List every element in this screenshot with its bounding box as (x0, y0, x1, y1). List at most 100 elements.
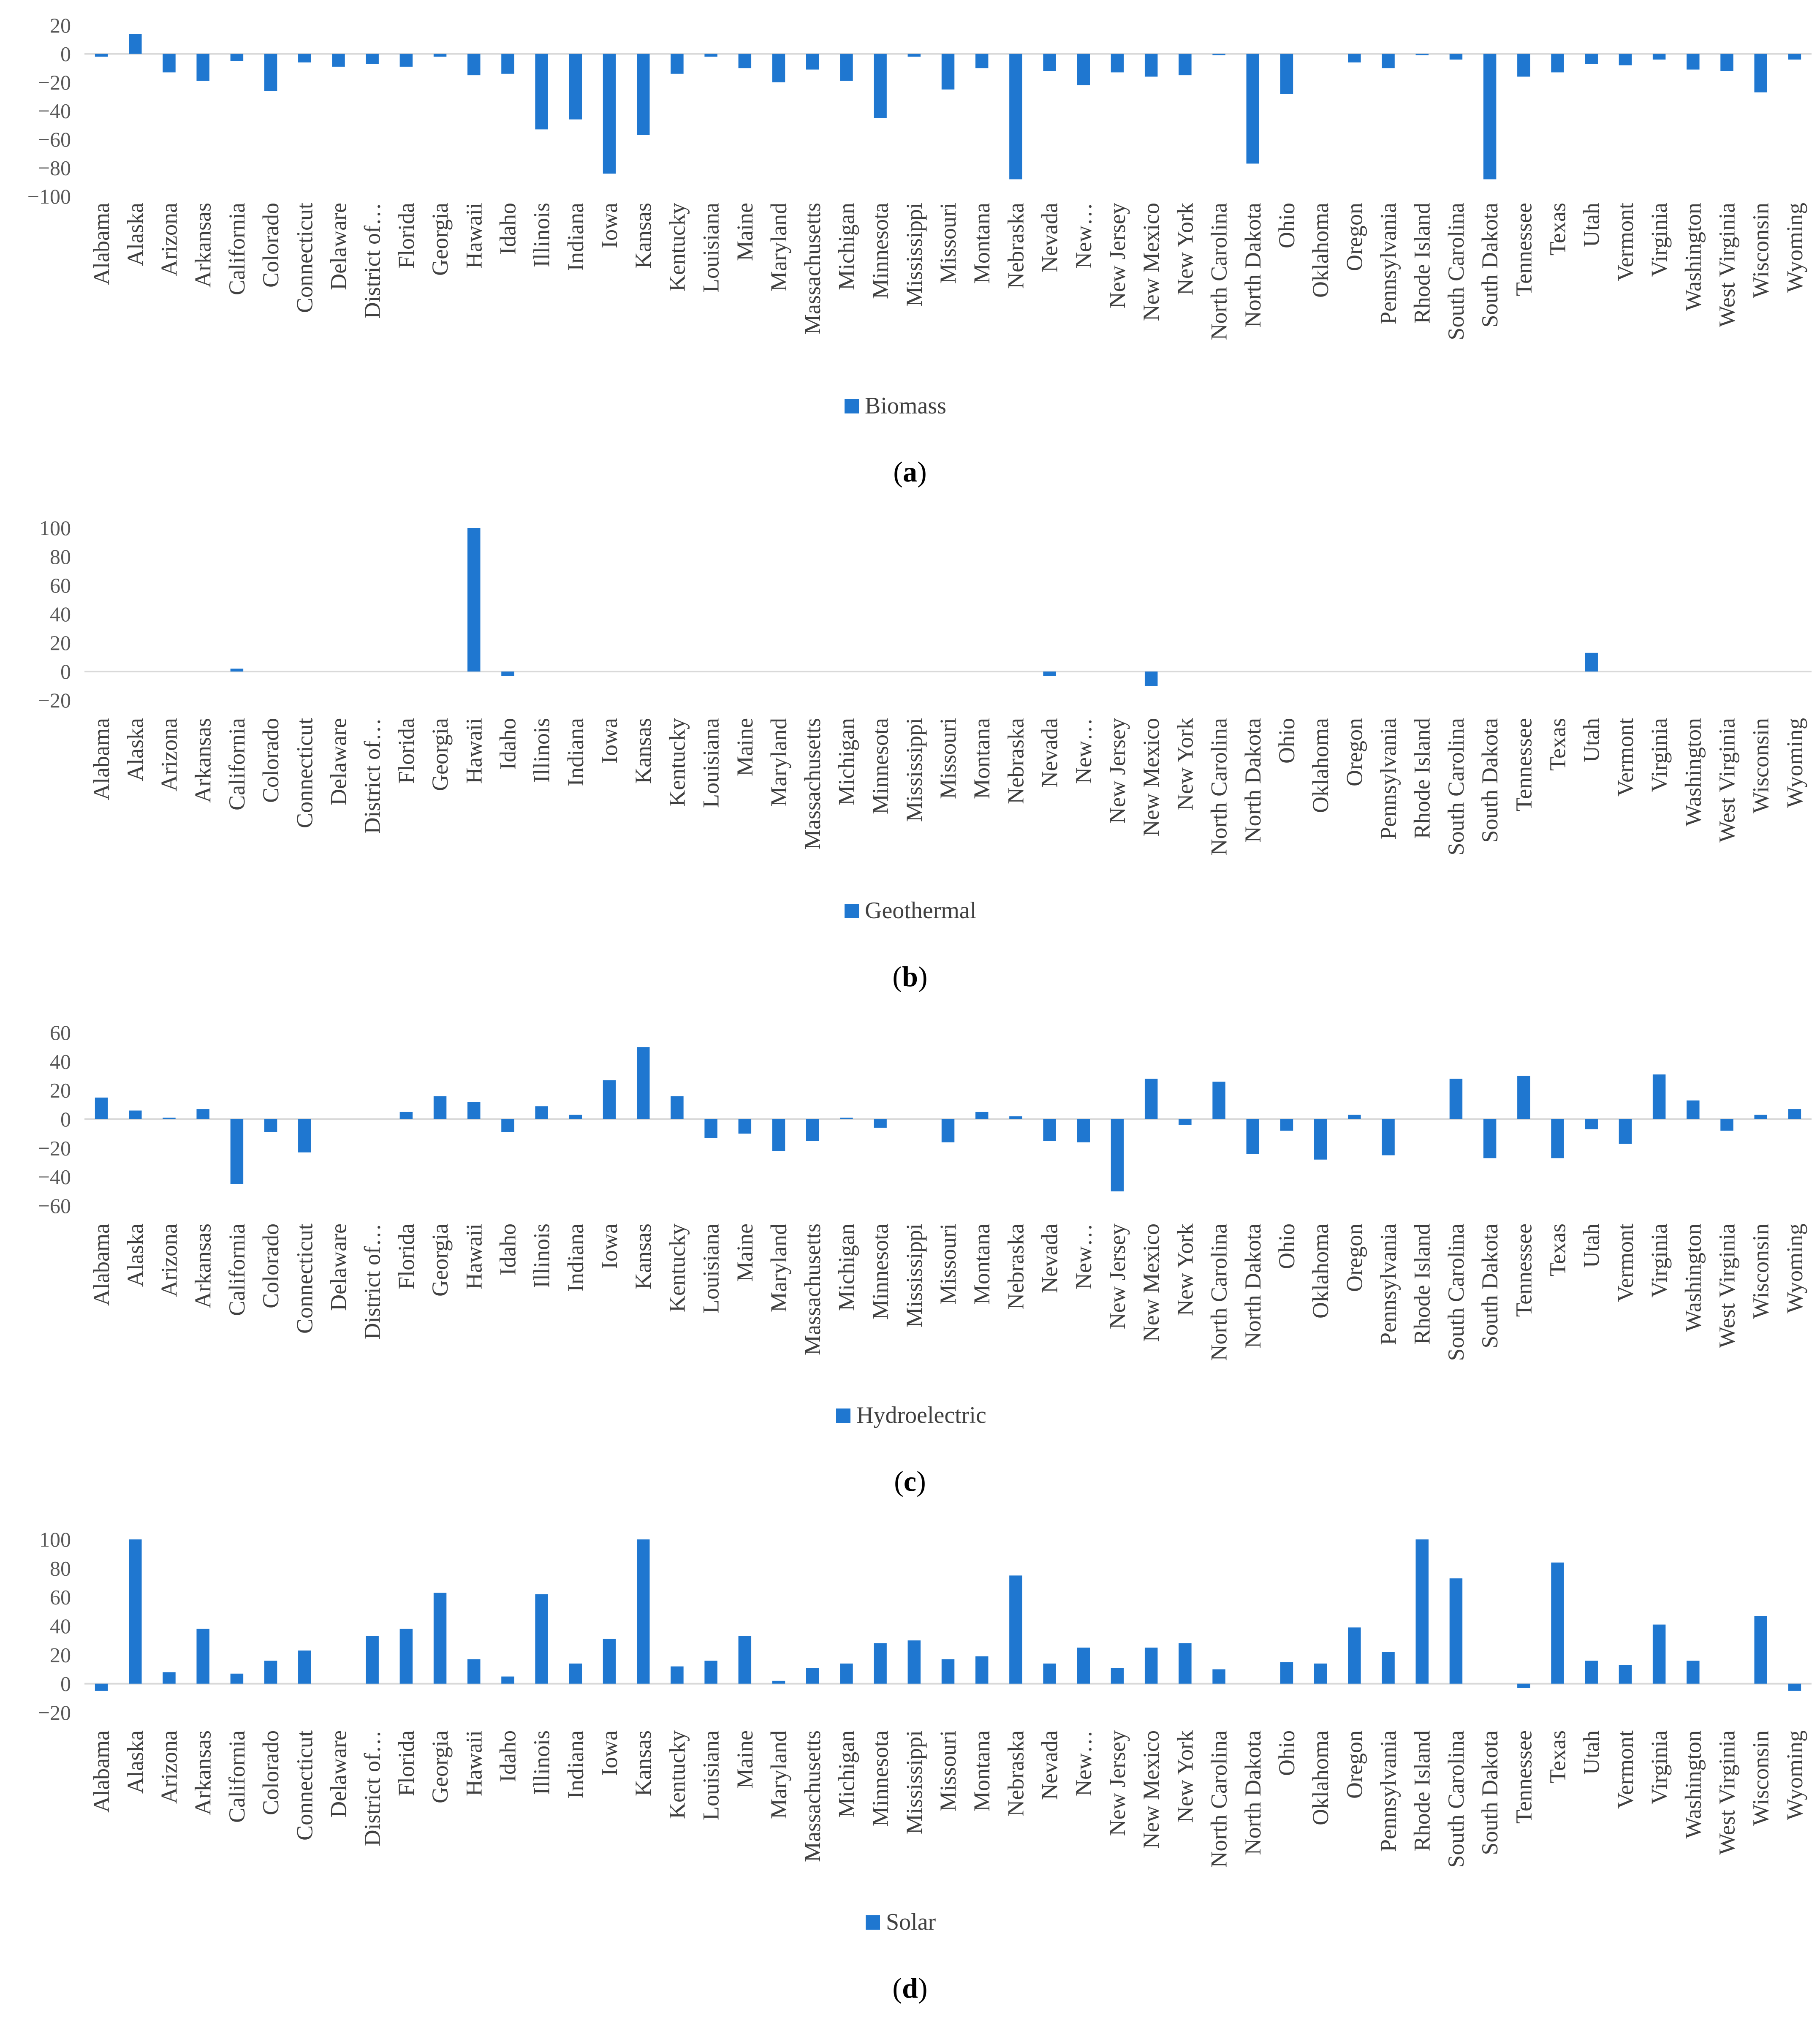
bar-c-45 (1619, 1119, 1632, 1144)
category-label: Vermont (1613, 1730, 1638, 1809)
category-label: Delaware (326, 203, 351, 290)
category-label: Michigan (834, 1224, 859, 1311)
bar-a-48 (1720, 54, 1733, 71)
category-label: Washington (1680, 203, 1706, 311)
bar-a-21 (806, 54, 819, 70)
category-label: Alaska (122, 1730, 148, 1794)
category-label: Vermont (1613, 1224, 1638, 1302)
category-label: Oregon (1342, 1730, 1367, 1799)
category-label: California (224, 1224, 250, 1316)
bar-c-3 (196, 1109, 209, 1119)
bar-a-2 (163, 54, 176, 73)
bar-d-31 (1144, 1648, 1158, 1684)
bar-c-11 (467, 1102, 481, 1119)
bar-a-45 (1619, 54, 1632, 65)
y-tick-label: −60 (38, 128, 71, 151)
category-label: Kentucky (664, 1224, 690, 1312)
bar-a-46 (1652, 54, 1666, 60)
bar-d-19 (738, 1636, 752, 1684)
bar-d-20 (772, 1680, 785, 1684)
bar-d-38 (1382, 1652, 1395, 1684)
bar-c-27 (1009, 1116, 1022, 1119)
category-label: Massachusetts (800, 203, 825, 334)
category-label: Tennessee (1511, 1224, 1536, 1317)
category-label: Kansas (630, 203, 656, 269)
category-label: District of… (360, 718, 385, 834)
y-tick-label: 0 (60, 1107, 71, 1131)
y-tick-label: 20 (50, 1643, 71, 1667)
category-label: Arkansas (190, 1730, 216, 1815)
bar-c-14 (569, 1115, 582, 1119)
bar-a-5 (264, 54, 277, 91)
bar-d-14 (569, 1663, 582, 1684)
bar-a-39 (1415, 54, 1429, 55)
bar-b-11 (467, 528, 481, 672)
category-label: Minnesota (868, 718, 893, 814)
category-label: Kentucky (664, 203, 690, 291)
bar-a-13 (535, 54, 548, 130)
bar-a-19 (738, 54, 752, 68)
bar-a-42 (1517, 54, 1530, 77)
bar-a-29 (1077, 54, 1090, 85)
category-label: Nevada (1037, 1730, 1062, 1800)
category-label: Alaska (122, 203, 148, 266)
bar-d-27 (1009, 1575, 1022, 1684)
bar-a-11 (467, 54, 481, 76)
category-label: North Carolina (1206, 203, 1232, 340)
category-label: Ohio (1274, 718, 1299, 764)
legend-swatch (845, 399, 859, 413)
category-label: Oklahoma (1308, 203, 1333, 298)
category-label: Arizona (156, 203, 182, 276)
category-label: North Carolina (1206, 1730, 1232, 1868)
category-label: Oregon (1342, 1224, 1367, 1292)
category-label: Kentucky (664, 718, 690, 807)
category-label: Wisconsin (1748, 1730, 1774, 1826)
bar-c-6 (298, 1119, 311, 1153)
bar-b-12 (501, 672, 514, 676)
panel-label: (a) (893, 456, 926, 488)
category-label: Delaware (326, 1730, 351, 1818)
bar-c-28 (1043, 1119, 1056, 1141)
category-label: Utah (1579, 1730, 1604, 1775)
bar-d-1 (129, 1539, 142, 1684)
category-label: Maryland (766, 203, 791, 291)
category-label: Wisconsin (1748, 1224, 1774, 1319)
y-tick-label: 0 (60, 1672, 71, 1696)
category-label: Iowa (597, 718, 622, 764)
category-label: Georgia (427, 1730, 453, 1803)
category-label: Texas (1545, 203, 1570, 256)
bar-c-1 (129, 1110, 142, 1119)
bar-d-8 (366, 1636, 379, 1684)
category-label: Michigan (834, 203, 859, 290)
bar-d-9 (399, 1629, 413, 1684)
bar-d-26 (975, 1656, 989, 1684)
bar-a-17 (671, 54, 684, 74)
y-tick-label: 80 (50, 1556, 71, 1580)
bar-a-33 (1212, 54, 1225, 55)
category-label: Ohio (1274, 1224, 1299, 1269)
bar-a-9 (399, 54, 413, 67)
category-label: Colorado (258, 1224, 283, 1308)
bar-c-36 (1314, 1119, 1327, 1160)
category-label: Rhode Island (1410, 1224, 1435, 1344)
bar-a-22 (840, 54, 853, 81)
category-label: Illinois (529, 718, 554, 783)
bar-c-20 (772, 1119, 785, 1151)
bar-d-49 (1754, 1616, 1767, 1684)
category-label: Wisconsin (1748, 718, 1774, 813)
category-label: Indiana (563, 1224, 588, 1292)
category-label: Rhode Island (1410, 718, 1435, 839)
y-tick-label: 20 (50, 631, 71, 655)
category-label: New York (1172, 718, 1198, 810)
bar-a-14 (569, 54, 582, 120)
bar-c-16 (636, 1047, 650, 1119)
category-label: Arizona (156, 718, 182, 791)
category-label: Mississippi (902, 1730, 927, 1834)
category-label: Maine (732, 203, 758, 261)
bar-d-23 (874, 1643, 887, 1684)
bar-d-39 (1415, 1539, 1429, 1684)
bar-c-21 (806, 1119, 819, 1141)
bar-d-44 (1585, 1661, 1598, 1684)
category-label: Utah (1579, 1224, 1604, 1268)
category-label: New… (1071, 1730, 1096, 1796)
